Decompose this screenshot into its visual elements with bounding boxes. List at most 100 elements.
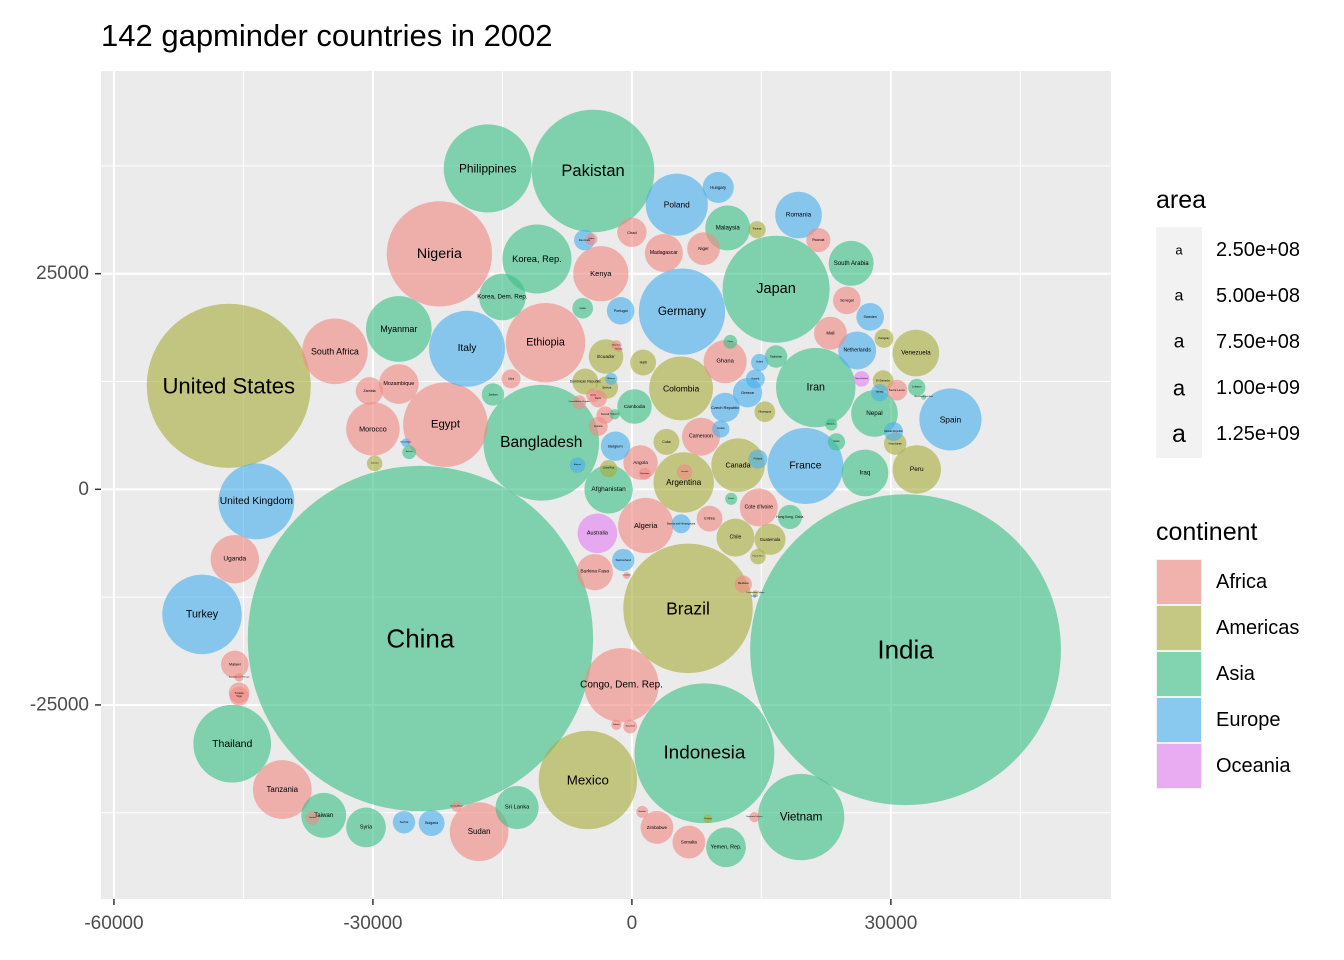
bubble-label-czech-republic: Czech Republic bbox=[711, 405, 739, 410]
bubble-label-malaysia: Malaysia bbox=[716, 224, 741, 231]
bubble-haiti bbox=[630, 349, 657, 376]
bubble-label-oman: Oman bbox=[728, 341, 733, 343]
bubble-ethiopia bbox=[505, 302, 586, 383]
bubble-montenegro bbox=[401, 438, 411, 448]
bubble-serbia bbox=[392, 811, 416, 834]
bubble-germany bbox=[638, 268, 726, 355]
bubble-label-spain: Spain bbox=[940, 414, 962, 424]
bubble-togo bbox=[229, 686, 249, 706]
bubble-label-laos: Laos bbox=[580, 306, 587, 310]
bubble-label-iceland: Iceland bbox=[751, 595, 757, 597]
bubble-taiwan bbox=[301, 792, 347, 838]
bubble-label-india: India bbox=[877, 635, 934, 665]
bubble-label-uruguay: Uruguay bbox=[704, 818, 712, 820]
color-legend-label: Africa bbox=[1216, 571, 1268, 593]
bubble-mauritania bbox=[734, 575, 752, 593]
bubble-eritrea bbox=[696, 505, 723, 532]
bubble-tajikistan bbox=[764, 345, 788, 368]
bubble-label-australia: Australia bbox=[587, 530, 608, 536]
bubble-iceland bbox=[752, 594, 757, 598]
bubble-label-bangladesh: Bangladesh bbox=[500, 434, 582, 451]
bubble-label-libya: Libya bbox=[508, 376, 515, 380]
bubble-niger bbox=[687, 232, 720, 266]
x-tick-label: -30000 bbox=[343, 913, 402, 934]
bubble-label-united-kingdom: United Kingdom bbox=[220, 496, 293, 507]
bubble-label-guatemala: Guatemala bbox=[760, 537, 781, 542]
bubble-label-finland: Finland bbox=[754, 457, 763, 461]
bubble-label-mauritius: Mauritius bbox=[612, 343, 620, 346]
bubble-label-niger: Niger bbox=[698, 246, 709, 251]
bubble-netherlands bbox=[838, 331, 877, 370]
bubble-myanmar bbox=[366, 296, 432, 362]
bubble-cuba bbox=[653, 428, 680, 455]
bubble-label-afghanistan: Afghanistan bbox=[591, 486, 626, 493]
bubble-poland bbox=[645, 173, 708, 236]
bubble-slovenia bbox=[605, 372, 618, 385]
bubble-label-south-africa: South Africa bbox=[311, 346, 359, 356]
bubble-sudan bbox=[449, 802, 509, 862]
bubble-label-west-bank-and-gaza: West Bank and Gaza bbox=[914, 395, 934, 398]
bubble-label-switzerland: Switzerland bbox=[616, 558, 632, 562]
bubble-label-united-states: United States bbox=[162, 373, 295, 398]
bubble-label-portugal: Portugal bbox=[614, 309, 628, 313]
bubble-label-indonesia: Indonesia bbox=[663, 743, 745, 764]
bubble-label-dominican-republic: Dominican Republic bbox=[570, 380, 601, 384]
bubble-equatorial-guinea bbox=[749, 811, 760, 823]
bubble-nigeria bbox=[386, 201, 493, 307]
bubble-label-nigeria: Nigeria bbox=[417, 246, 462, 262]
size-legend-key: a bbox=[1175, 243, 1183, 258]
bubble-dominican-republic bbox=[572, 368, 599, 395]
bubble-zambia bbox=[355, 377, 384, 405]
bubble-nicaragua bbox=[754, 401, 776, 423]
bubble-label-romania: Romania bbox=[786, 212, 812, 219]
bubble-label-lebanon: Lebanon bbox=[912, 387, 922, 389]
bubble-japan bbox=[722, 235, 830, 343]
bubble-label-zambia: Zambia bbox=[363, 389, 376, 393]
bubble-label-puerto-rico: Puerto Rico bbox=[753, 555, 765, 558]
bubble-label-liberia: Liberia bbox=[590, 394, 597, 396]
bubble-united-kingdom bbox=[218, 463, 295, 540]
bubble-label-myanmar: Myanmar bbox=[380, 324, 417, 334]
size-legend-keys bbox=[1156, 227, 1202, 458]
color-legend-label: Europe bbox=[1216, 709, 1281, 731]
bubble-label-norway: Norway bbox=[876, 391, 885, 394]
bubble-label-japan: Japan bbox=[756, 281, 796, 297]
bubble-label-sudan: Sudan bbox=[468, 827, 491, 836]
legend: area a 2.50e+08 a 5.00e+08 a 7.50e+08 a 1.00e+09… bbox=[1156, 186, 1300, 789]
bubble-thailand bbox=[193, 704, 272, 783]
color-legend-label: Americas bbox=[1216, 617, 1299, 639]
bubble-namibia bbox=[636, 805, 649, 818]
bubble-jamaica bbox=[366, 455, 383, 472]
bubble-label-jordan: Jordan bbox=[488, 392, 498, 396]
bubble-oman bbox=[723, 334, 738, 349]
bubble-somalia bbox=[672, 825, 706, 859]
size-legend-key: a bbox=[1175, 288, 1184, 305]
bubble-label-sierra-leone: Sierra Leone bbox=[889, 388, 905, 392]
bubble-belgium bbox=[600, 431, 631, 461]
bubble-guatemala bbox=[754, 523, 786, 555]
bubble-albania bbox=[569, 457, 586, 473]
bubble-label-greece: Greece bbox=[741, 390, 755, 395]
bubble-label-reunion: Reunion bbox=[615, 349, 622, 351]
bubble-label-chad: Chad bbox=[627, 230, 637, 235]
bubble-label-togo: Togo bbox=[236, 694, 242, 698]
bubble-label-kuwait: Kuwait bbox=[728, 497, 734, 500]
bubble-label-guinea: Guinea bbox=[594, 424, 603, 428]
bubble-spain bbox=[919, 388, 982, 451]
color-legend-swatch-africa bbox=[1157, 560, 1201, 604]
bubble-kuwait bbox=[725, 492, 738, 505]
bubble-label-rwanda: Rwanda bbox=[812, 238, 824, 242]
bubble-label-south-arabia: South Arabia bbox=[834, 260, 870, 267]
bubble-label-hungary: Hungary bbox=[710, 185, 727, 190]
bubble-djibouti bbox=[611, 719, 622, 730]
bubble-label-iraq: Iraq bbox=[860, 469, 871, 476]
x-tick-label: 0 bbox=[627, 913, 638, 934]
bubble-label-netherlands: Netherlands bbox=[843, 347, 871, 353]
bubble-label-croatia: Croatia bbox=[717, 427, 725, 430]
bubble-yemen-rep bbox=[706, 827, 746, 868]
bubble-colombia bbox=[649, 356, 714, 421]
bubble-lebanon bbox=[908, 378, 926, 397]
bubble-sierra-leone bbox=[886, 379, 908, 401]
bubble-label-sri-lanka: Sri Lanka bbox=[505, 805, 530, 811]
bubble-label-ireland: Ireland bbox=[756, 361, 764, 364]
